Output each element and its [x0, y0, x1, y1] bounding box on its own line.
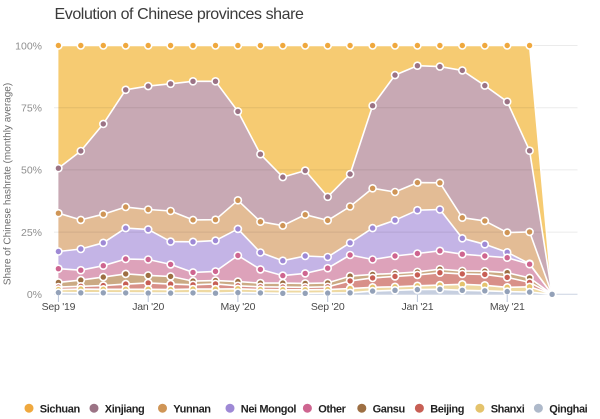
svg-text:Share of Chinese hashrate (mon: Share of Chinese hashrate (monthly avera…	[3, 83, 14, 285]
svg-text:Xinjiang: Xinjiang	[105, 403, 145, 415]
svg-text:0%: 0%	[27, 289, 42, 301]
svg-text:Sichuan: Sichuan	[40, 403, 81, 415]
svg-text:50%: 50%	[21, 165, 42, 177]
svg-text:Sep '19: Sep '19	[42, 301, 76, 313]
svg-text:Gansu: Gansu	[373, 403, 405, 415]
svg-text:Yunnan: Yunnan	[173, 403, 211, 415]
svg-text:100%: 100%	[15, 40, 42, 52]
svg-text:Beijing: Beijing	[430, 403, 464, 415]
svg-text:Nei Mongol: Nei Mongol	[241, 403, 297, 415]
svg-text:Shanxi: Shanxi	[491, 403, 525, 415]
svg-text:Other: Other	[318, 403, 346, 415]
svg-text:May '20: May '20	[221, 301, 256, 313]
svg-text:Evolution of Chinese provinces: Evolution of Chinese provinces share	[55, 6, 305, 23]
svg-text:May '21: May '21	[490, 301, 525, 313]
svg-text:Sep '20: Sep '20	[311, 301, 345, 313]
svg-text:75%: 75%	[21, 103, 42, 115]
svg-text:25%: 25%	[21, 227, 42, 239]
svg-text:Qinghai: Qinghai	[549, 403, 587, 415]
svg-text:Jan '20: Jan '20	[132, 301, 164, 313]
svg-text:Jan '21: Jan '21	[402, 301, 434, 313]
